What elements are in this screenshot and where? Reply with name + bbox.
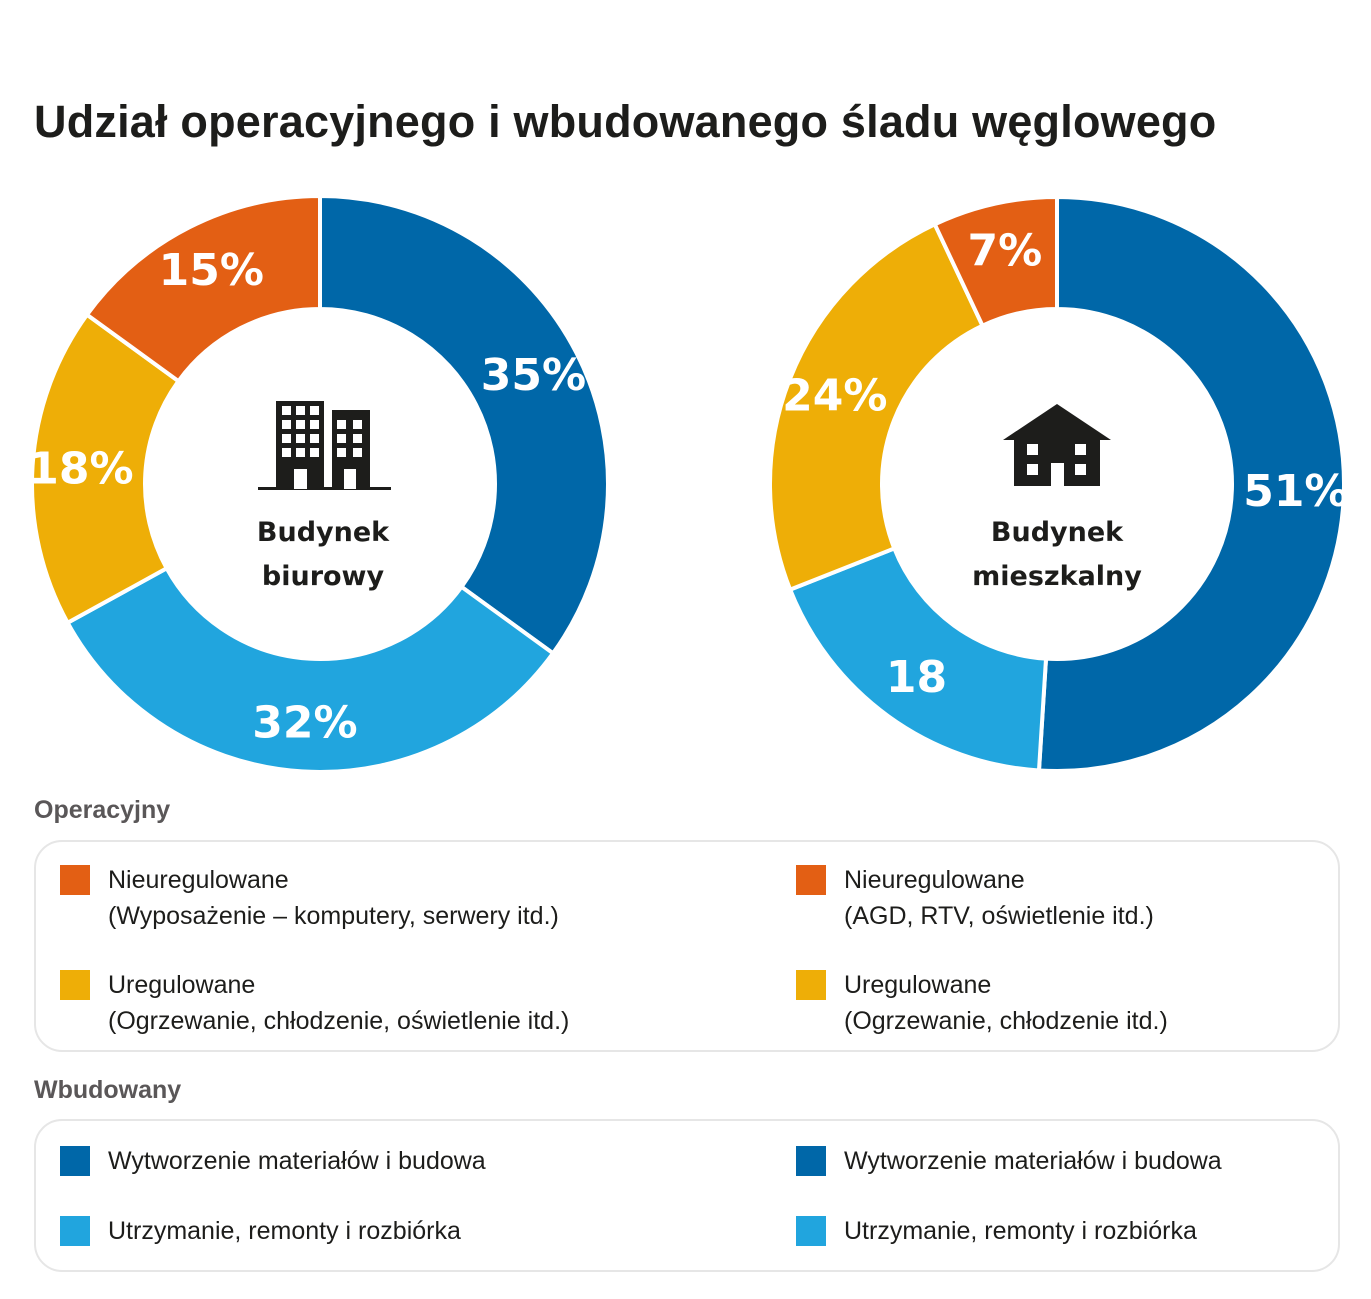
legend-sublabel: (Wyposażenie – komputery, serwery itd.)	[108, 902, 559, 930]
donut-slice-orange	[932, 194, 1059, 329]
legend-sublabel: (AGD, RTV, oświetlenie itd.)	[844, 902, 1154, 930]
legend-swatch	[796, 1216, 826, 1246]
legend-item: Uregulowane (Ogrzewanie, chłodzenie, ośw…	[60, 967, 569, 1039]
slice-value-label: 18%	[28, 443, 133, 494]
legend-sublabel: (Ogrzewanie, chłodzenie, oświetlenie itd…	[108, 1007, 570, 1035]
slice-value-label: 35%	[481, 350, 586, 401]
donut-slice-yellow	[768, 221, 986, 593]
donut-office-building: 35% 32% 18% 15% Budynek biurowy	[28, 193, 610, 774]
legend-label: Uregulowane	[844, 971, 992, 999]
slice-value-label: 51%	[1243, 466, 1348, 517]
legend-label: Nieuregulowane	[844, 866, 1025, 894]
legend-swatch	[796, 1146, 826, 1176]
legend-label: Uregulowane	[108, 971, 256, 999]
donut-slice-orange	[84, 193, 322, 384]
donut-slice-blue-dark	[318, 193, 610, 657]
slice-value-label: 32%	[252, 698, 357, 749]
donut-slice-blue-light	[787, 545, 1049, 773]
legend-section-title-operational: Operacyjny	[34, 796, 171, 824]
office-building-icon	[258, 401, 391, 490]
legend-swatch	[60, 1146, 90, 1176]
legend-label: Utrzymanie, remonty i rozbiórka	[844, 1217, 1197, 1245]
legend-item: Uregulowane (Ogrzewanie, chłodzenie itd.…	[796, 967, 1168, 1039]
donut-charts: 35% 32% 18% 15% Budynek biurowy 51% 18 24% 7%	[28, 193, 1349, 774]
legend-item: Wytworzenie materiałów i budowa	[796, 1143, 1222, 1179]
center-label-line-2: mieszkalny	[972, 561, 1142, 592]
slice-value-label: 18	[886, 652, 947, 703]
legend-item: Nieuregulowane (AGD, RTV, oświetlenie it…	[796, 862, 1154, 934]
legend-item: Wytworzenie materiałów i budowa	[60, 1143, 486, 1179]
legend-item: Utrzymanie, remonty i rozbiórka	[796, 1213, 1197, 1249]
legend-box-operational: Nieuregulowane (Wyposażenie – komputery,…	[34, 840, 1340, 1052]
legend-label: Wytworzenie materiałów i budowa	[844, 1147, 1222, 1175]
slice-value-label: 15%	[159, 245, 264, 296]
center-label-line-1: Budynek	[257, 517, 390, 548]
donut-slice-yellow	[30, 311, 182, 626]
legend-swatch	[796, 970, 826, 1000]
legend-sublabel: (Ogrzewanie, chłodzenie itd.)	[844, 1007, 1168, 1035]
legend-label: Wytworzenie materiałów i budowa	[108, 1147, 486, 1175]
center-label-line-2: biurowy	[262, 561, 385, 592]
legend-label: Nieuregulowane	[108, 866, 289, 894]
legend-swatch	[60, 865, 90, 895]
legend-item: Utrzymanie, remonty i rozbiórka	[60, 1213, 461, 1249]
legend-swatch	[60, 970, 90, 1000]
donut-slice-blue-dark	[1036, 194, 1346, 773]
donut-residential-building: 51% 18 24% 7% Budynek mieszkalny	[768, 194, 1349, 773]
slice-value-label: 7%	[968, 225, 1043, 276]
legend-item: Nieuregulowane (Wyposażenie – komputery,…	[60, 862, 559, 934]
legend-swatch	[796, 865, 826, 895]
legend-label: Utrzymanie, remonty i rozbiórka	[108, 1217, 461, 1245]
legend-box-embodied: Wytworzenie materiałów i budowa Utrzyman…	[34, 1119, 1340, 1272]
chart-title: Udział operacyjnego i wbudowanego śladu …	[34, 96, 1217, 147]
legend-swatch	[60, 1216, 90, 1246]
legend-section-title-embodied: Wbudowany	[34, 1076, 182, 1104]
slice-value-label: 24%	[782, 371, 887, 422]
house-icon	[1003, 404, 1111, 486]
center-label-line-1: Budynek	[991, 517, 1124, 548]
donut-slice-blue-light	[64, 565, 556, 774]
